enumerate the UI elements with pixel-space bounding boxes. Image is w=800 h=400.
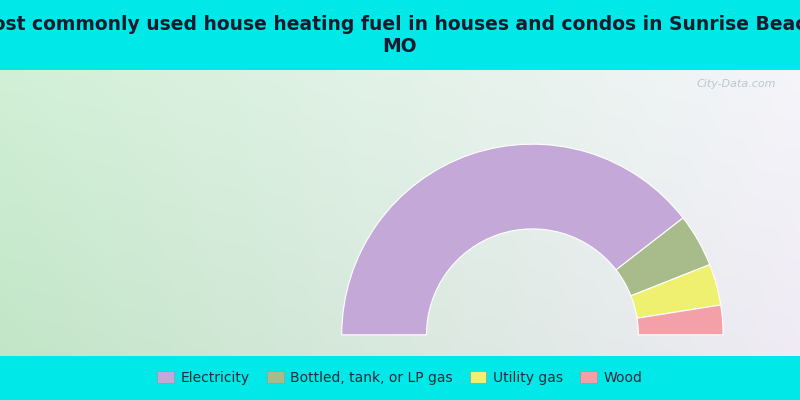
Text: City-Data.com: City-Data.com <box>697 78 776 88</box>
Wedge shape <box>637 305 723 335</box>
Wedge shape <box>631 265 721 318</box>
Legend: Electricity, Bottled, tank, or LP gas, Utility gas, Wood: Electricity, Bottled, tank, or LP gas, U… <box>152 366 648 390</box>
Wedge shape <box>342 144 683 335</box>
Wedge shape <box>616 218 710 296</box>
Text: Most commonly used house heating fuel in houses and condos in Sunrise Beach,
MO: Most commonly used house heating fuel in… <box>0 14 800 56</box>
